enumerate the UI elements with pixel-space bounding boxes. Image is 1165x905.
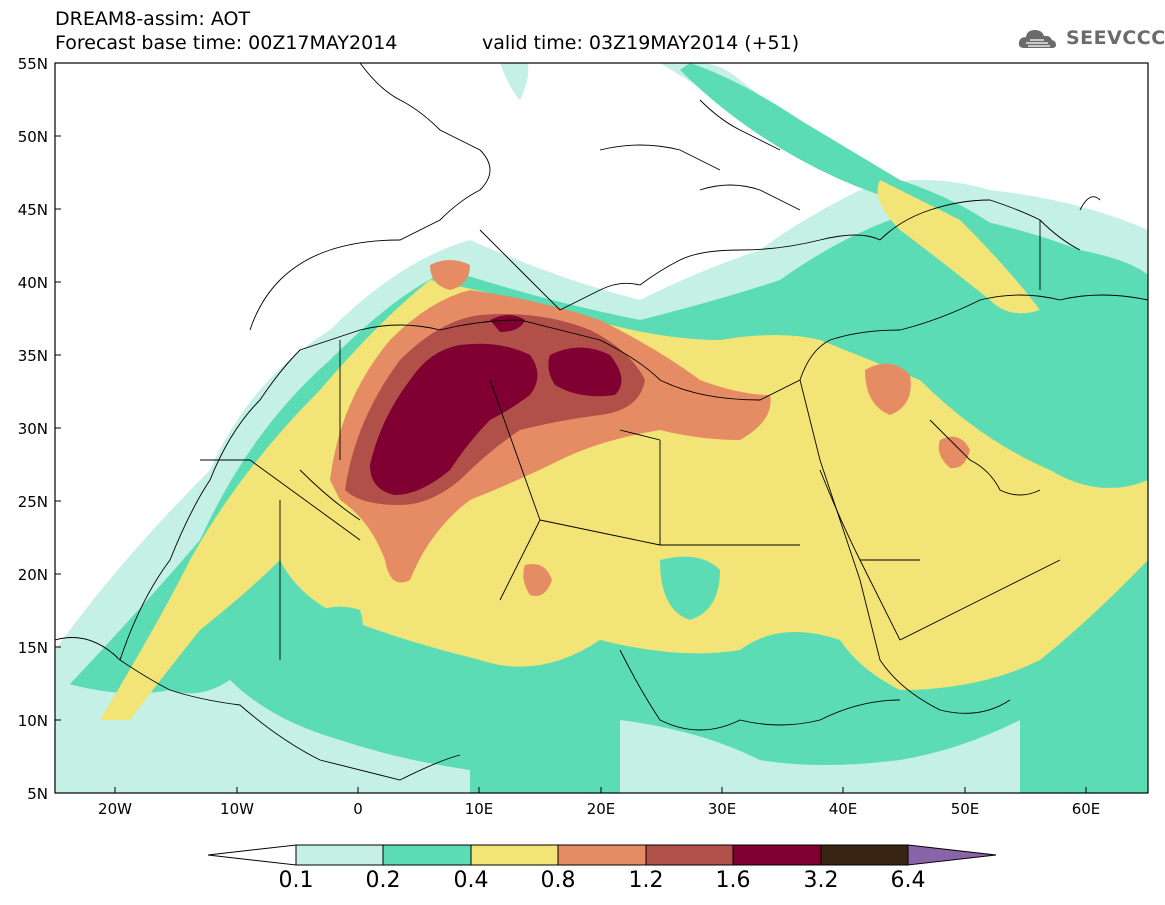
- colorbar-segment-1.6: [732, 844, 822, 866]
- colorbar-high-arrow: [907, 844, 997, 866]
- lat-label-35n: 35N: [17, 347, 48, 365]
- lat-label-40n: 40N: [17, 274, 48, 292]
- colorbar: [207, 844, 997, 866]
- colorbar-label-1.6: 1.6: [715, 868, 751, 893]
- colorbar-segment-0.4: [470, 844, 559, 866]
- lat-label-50n: 50N: [17, 128, 48, 146]
- base-time-label: Forecast base time: 00Z17MAY2014: [55, 32, 398, 54]
- colorbar-label-3.2: 3.2: [803, 868, 839, 893]
- aot-band-1.6: [370, 343, 538, 495]
- aot-field: [55, 63, 1148, 793]
- lat-label-25n: 25N: [17, 493, 48, 511]
- colorbar-label-0.4: 0.4: [453, 868, 489, 893]
- lon-label-10w: 10W: [220, 800, 254, 818]
- lat-label-5n: 5N: [27, 785, 48, 803]
- colorbar-label-0.1: 0.1: [278, 868, 314, 893]
- colorbar-label-0.2: 0.2: [365, 868, 401, 893]
- colorbar-segment-0.1: [295, 844, 384, 866]
- colorbar-segment-1.2: [645, 844, 734, 866]
- lat-label-55n: 55N: [17, 55, 48, 73]
- lat-label-15n: 15N: [17, 639, 48, 657]
- colorbar-segment-0.2: [382, 844, 472, 866]
- logo-text: SEEVCCC: [1066, 27, 1165, 49]
- lon-label-20e: 20E: [586, 800, 616, 818]
- colorbar-label-6.4: 6.4: [890, 868, 926, 893]
- colorbar-segment-0.8: [557, 844, 647, 866]
- valid-time-label: valid time: 03Z19MAY2014 (+51): [482, 32, 800, 54]
- cloud-logo-icon: [1018, 30, 1056, 48]
- lon-label-0: 0: [353, 800, 363, 818]
- lon-label-60e: 60E: [1071, 800, 1101, 818]
- axis-ticks: [55, 135, 1087, 793]
- colorbar-label-1.2: 1.2: [628, 868, 664, 893]
- lat-label-30n: 30N: [17, 420, 48, 438]
- lon-label-50e: 50E: [950, 800, 980, 818]
- colorbar-low-arrow: [207, 844, 297, 866]
- lat-label-45n: 45N: [17, 201, 48, 219]
- coastlines: [55, 63, 1148, 781]
- lon-label-40e: 40E: [828, 800, 858, 818]
- plot-title: DREAM8-assim: AOT: [55, 8, 251, 30]
- lon-label-20w: 20W: [98, 800, 132, 818]
- lon-label-10e: 10E: [464, 800, 494, 818]
- lat-label-20n: 20N: [17, 566, 48, 584]
- lon-label-30e: 30E: [707, 800, 737, 818]
- colorbar-label-0.8: 0.8: [540, 868, 576, 893]
- lat-label-10n: 10N: [17, 712, 48, 730]
- colorbar-segment-3.2: [820, 844, 909, 866]
